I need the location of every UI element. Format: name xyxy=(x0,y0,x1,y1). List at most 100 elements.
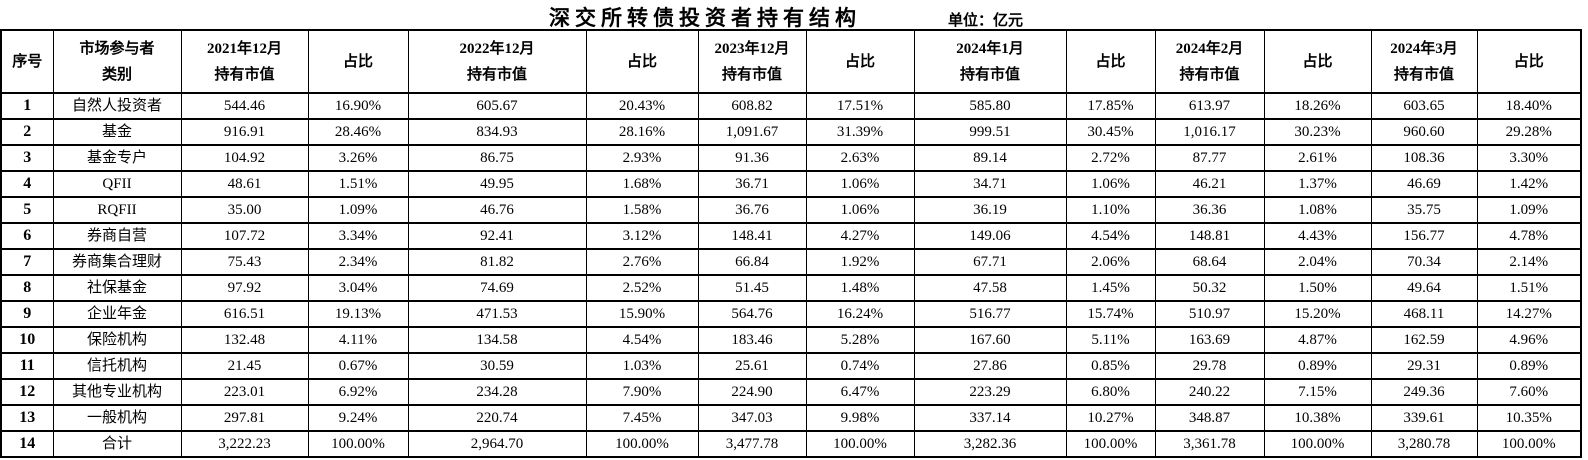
value-cell: 4.87% xyxy=(1263,326,1372,354)
row-number-cell: 10 xyxy=(0,326,54,354)
table-row: 12 其他专业机构 223.01 6.92% 234.28 7.90% 224.90 6.47… xyxy=(0,378,1582,406)
category-cell: 基金专户 xyxy=(52,144,182,172)
value-cell: 104.92 xyxy=(180,144,309,172)
value-cell: 97.92 xyxy=(180,274,309,302)
value-cell: 234.28 xyxy=(407,378,587,406)
value-cell: 47.58 xyxy=(913,274,1067,302)
value-cell: 3,282.36 xyxy=(913,430,1067,458)
value-cell: 108.36 xyxy=(1370,144,1478,172)
value-cell: 100.00% xyxy=(585,430,699,458)
value-cell: 46.69 xyxy=(1370,170,1478,198)
value-cell: 585.80 xyxy=(913,92,1067,120)
category-cell: 券商自营 xyxy=(52,222,182,250)
value-cell: 36.76 xyxy=(697,196,807,224)
value-cell: 603.65 xyxy=(1370,92,1478,120)
value-cell: 86.75 xyxy=(407,144,587,172)
value-cell: 10.27% xyxy=(1065,404,1156,432)
table-row: 9 企业年金 616.51 19.13% 471.53 15.90% 564.76 16.24… xyxy=(0,300,1582,328)
value-cell: 2.76% xyxy=(585,248,699,276)
row-number-cell: 12 xyxy=(0,378,54,406)
value-cell: 49.64 xyxy=(1370,274,1478,302)
value-cell: 3,477.78 xyxy=(697,430,807,458)
value-cell: 220.74 xyxy=(407,404,587,432)
table-row: 13 一般机构 297.81 9.24% 220.74 7.45% 347.03 9.98% 3… xyxy=(0,404,1582,432)
value-cell: 1.50% xyxy=(1263,274,1372,302)
value-cell: 1.92% xyxy=(805,248,915,276)
value-cell: 834.93 xyxy=(407,118,587,146)
value-cell: 75.43 xyxy=(180,248,309,276)
value-cell: 510.97 xyxy=(1154,300,1265,328)
value-cell: 46.76 xyxy=(407,196,587,224)
value-cell: 3.30% xyxy=(1476,144,1582,172)
value-cell: 1.03% xyxy=(585,352,699,380)
value-cell: 35.00 xyxy=(180,196,309,224)
value-cell: 564.76 xyxy=(697,300,807,328)
value-cell: 51.45 xyxy=(697,274,807,302)
value-cell: 1.09% xyxy=(1476,196,1582,224)
value-cell: 156.77 xyxy=(1370,222,1478,250)
value-cell: 27.86 xyxy=(913,352,1067,380)
value-cell: 16.24% xyxy=(805,300,915,328)
row-number-cell: 11 xyxy=(0,352,54,380)
value-cell: 68.64 xyxy=(1154,248,1265,276)
value-cell: 29.28% xyxy=(1476,118,1582,146)
value-cell: 3.12% xyxy=(585,222,699,250)
row-number-cell: 6 xyxy=(0,222,54,250)
table-row: 5 RQFII 35.00 1.09% 46.76 1.58% 36.76 1.06% 36.1… xyxy=(0,196,1582,224)
value-cell: 67.71 xyxy=(913,248,1067,276)
value-cell: 9.98% xyxy=(805,404,915,432)
category-cell: 其他专业机构 xyxy=(52,378,182,406)
header-cell: 市场参与者 类别 xyxy=(52,29,182,94)
value-cell: 10.38% xyxy=(1263,404,1372,432)
value-cell: 6.47% xyxy=(805,378,915,406)
value-cell: 605.67 xyxy=(407,92,587,120)
header-cell: 2024年3月 持有市值 xyxy=(1370,29,1478,94)
value-cell: 223.29 xyxy=(913,378,1067,406)
value-cell: 1.68% xyxy=(585,170,699,198)
category-cell: 合计 xyxy=(52,430,182,458)
value-cell: 74.69 xyxy=(407,274,587,302)
value-cell: 516.77 xyxy=(913,300,1067,328)
value-cell: 608.82 xyxy=(697,92,807,120)
table-body: 1 自然人投资者 544.46 16.90% 605.67 20.43% 608.82 17.… xyxy=(0,92,1582,458)
page-title: 深交所转债投资者持有结构 xyxy=(549,6,861,30)
value-cell: 0.89% xyxy=(1263,352,1372,380)
value-cell: 16.90% xyxy=(307,92,409,120)
value-cell: 29.31 xyxy=(1370,352,1478,380)
category-cell: 社保基金 xyxy=(52,274,182,302)
header-row: 序号 市场参与者 类别 2021年12月 持有市值 占比 2022年12月 持有市值 占比… xyxy=(0,29,1582,94)
row-number-cell: 5 xyxy=(0,196,54,224)
value-cell: 18.40% xyxy=(1476,92,1582,120)
value-cell: 616.51 xyxy=(180,300,309,328)
value-cell: 347.03 xyxy=(697,404,807,432)
value-cell: 70.34 xyxy=(1370,248,1478,276)
value-cell: 2.72% xyxy=(1065,144,1156,172)
value-cell: 107.72 xyxy=(180,222,309,250)
value-cell: 49.95 xyxy=(407,170,587,198)
table-row: 3 基金专户 104.92 3.26% 86.75 2.93% 91.36 2.63% 89.1… xyxy=(0,144,1582,172)
value-cell: 999.51 xyxy=(913,118,1067,146)
table-row: 14 合计 3,222.23 100.00% 2,964.70 100.00% 3,477.… xyxy=(0,430,1582,458)
value-cell: 35.75 xyxy=(1370,196,1478,224)
value-cell: 6.80% xyxy=(1065,378,1156,406)
value-cell: 339.61 xyxy=(1370,404,1478,432)
value-cell: 36.19 xyxy=(913,196,1067,224)
value-cell: 468.11 xyxy=(1370,300,1478,328)
value-cell: 1.58% xyxy=(585,196,699,224)
value-cell: 2.06% xyxy=(1065,248,1156,276)
category-cell: 一般机构 xyxy=(52,404,182,432)
value-cell: 14.27% xyxy=(1476,300,1582,328)
value-cell: 30.45% xyxy=(1065,118,1156,146)
value-cell: 1.42% xyxy=(1476,170,1582,198)
value-cell: 4.43% xyxy=(1263,222,1372,250)
value-cell: 81.82 xyxy=(407,248,587,276)
value-cell: 2.63% xyxy=(805,144,915,172)
header-cell: 占比 xyxy=(1065,29,1156,94)
value-cell: 100.00% xyxy=(1065,430,1156,458)
table-row: 11 信托机构 21.45 0.67% 30.59 1.03% 25.61 0.74% 27.8… xyxy=(0,352,1582,380)
value-cell: 36.36 xyxy=(1154,196,1265,224)
value-cell: 10.35% xyxy=(1476,404,1582,432)
value-cell: 2.04% xyxy=(1263,248,1372,276)
category-cell: RQFII xyxy=(52,196,182,224)
